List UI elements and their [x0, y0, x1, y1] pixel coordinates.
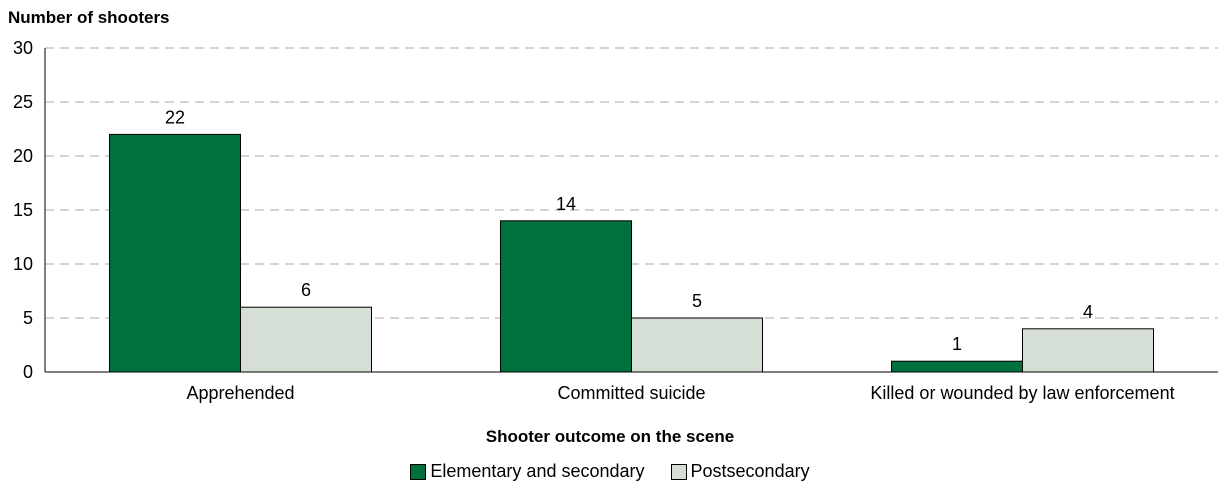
legend-swatch-elementary	[410, 463, 427, 480]
bar	[631, 317, 763, 373]
x-tick-label: Killed or wounded by law enforcement	[870, 383, 1174, 403]
x-axis-title: Shooter outcome on the scene	[485, 427, 735, 446]
legend-item-elementary: Elementary and secondary	[410, 461, 645, 482]
y-tick-label: 5	[23, 308, 33, 328]
x-tick-label: Apprehended	[186, 383, 294, 403]
data-label: 6	[301, 280, 311, 300]
legend: Elementary and secondary Postsecondary	[0, 461, 1220, 482]
y-tick-label: 25	[13, 92, 33, 112]
y-tick-label: 10	[13, 254, 33, 274]
data-label: 5	[692, 291, 702, 311]
data-label: 1	[952, 334, 962, 354]
x-tick-label: Committed suicide	[557, 383, 705, 403]
bar	[891, 360, 1023, 373]
legend-item-postsecondary: Postsecondary	[670, 461, 810, 482]
y-tick-label: 30	[13, 38, 33, 58]
y-tick-label: 0	[23, 362, 33, 382]
bar	[109, 133, 241, 373]
bar	[500, 220, 632, 373]
legend-label-postsecondary: Postsecondary	[690, 461, 810, 481]
bar	[1022, 328, 1154, 373]
data-label: 22	[165, 107, 185, 127]
y-tick-label: 15	[13, 200, 33, 220]
legend-label-elementary: Elementary and secondary	[430, 461, 645, 481]
y-tick-label: 20	[13, 146, 33, 166]
data-label: 4	[1083, 302, 1093, 322]
y-axis-title: Number of shooters	[8, 8, 170, 27]
legend-swatch-postsecondary	[670, 463, 687, 480]
bar	[240, 306, 372, 373]
data-label: 14	[556, 194, 576, 214]
